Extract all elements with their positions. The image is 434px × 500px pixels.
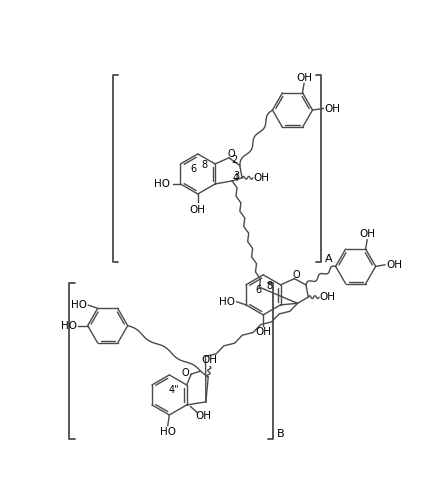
- Text: O: O: [227, 149, 235, 159]
- Text: 6: 6: [190, 164, 196, 174]
- Text: HO: HO: [160, 427, 176, 437]
- Text: 4: 4: [232, 173, 238, 183]
- Text: HO: HO: [154, 179, 170, 189]
- Text: OH: OH: [190, 205, 206, 215]
- Text: 6: 6: [256, 285, 262, 295]
- Text: OH: OH: [196, 410, 211, 420]
- Text: OH: OH: [319, 292, 335, 302]
- Text: B: B: [277, 429, 285, 439]
- Text: 4": 4": [168, 386, 179, 396]
- Text: 8: 8: [266, 280, 273, 290]
- Text: OH: OH: [255, 327, 271, 337]
- Text: HO: HO: [220, 297, 235, 307]
- Text: OH: OH: [325, 104, 341, 114]
- Text: HO: HO: [71, 300, 87, 310]
- Text: HO: HO: [61, 320, 77, 330]
- Text: 8: 8: [201, 160, 207, 170]
- Text: A: A: [325, 254, 332, 264]
- Text: OH: OH: [202, 356, 218, 366]
- Text: O: O: [293, 270, 301, 280]
- Text: 3: 3: [233, 172, 239, 181]
- Text: OH: OH: [296, 73, 312, 83]
- Text: OH: OH: [386, 260, 402, 270]
- Text: OH: OH: [253, 173, 270, 183]
- Text: OH: OH: [359, 230, 375, 239]
- Text: O: O: [181, 368, 189, 378]
- Text: 2: 2: [231, 155, 237, 165]
